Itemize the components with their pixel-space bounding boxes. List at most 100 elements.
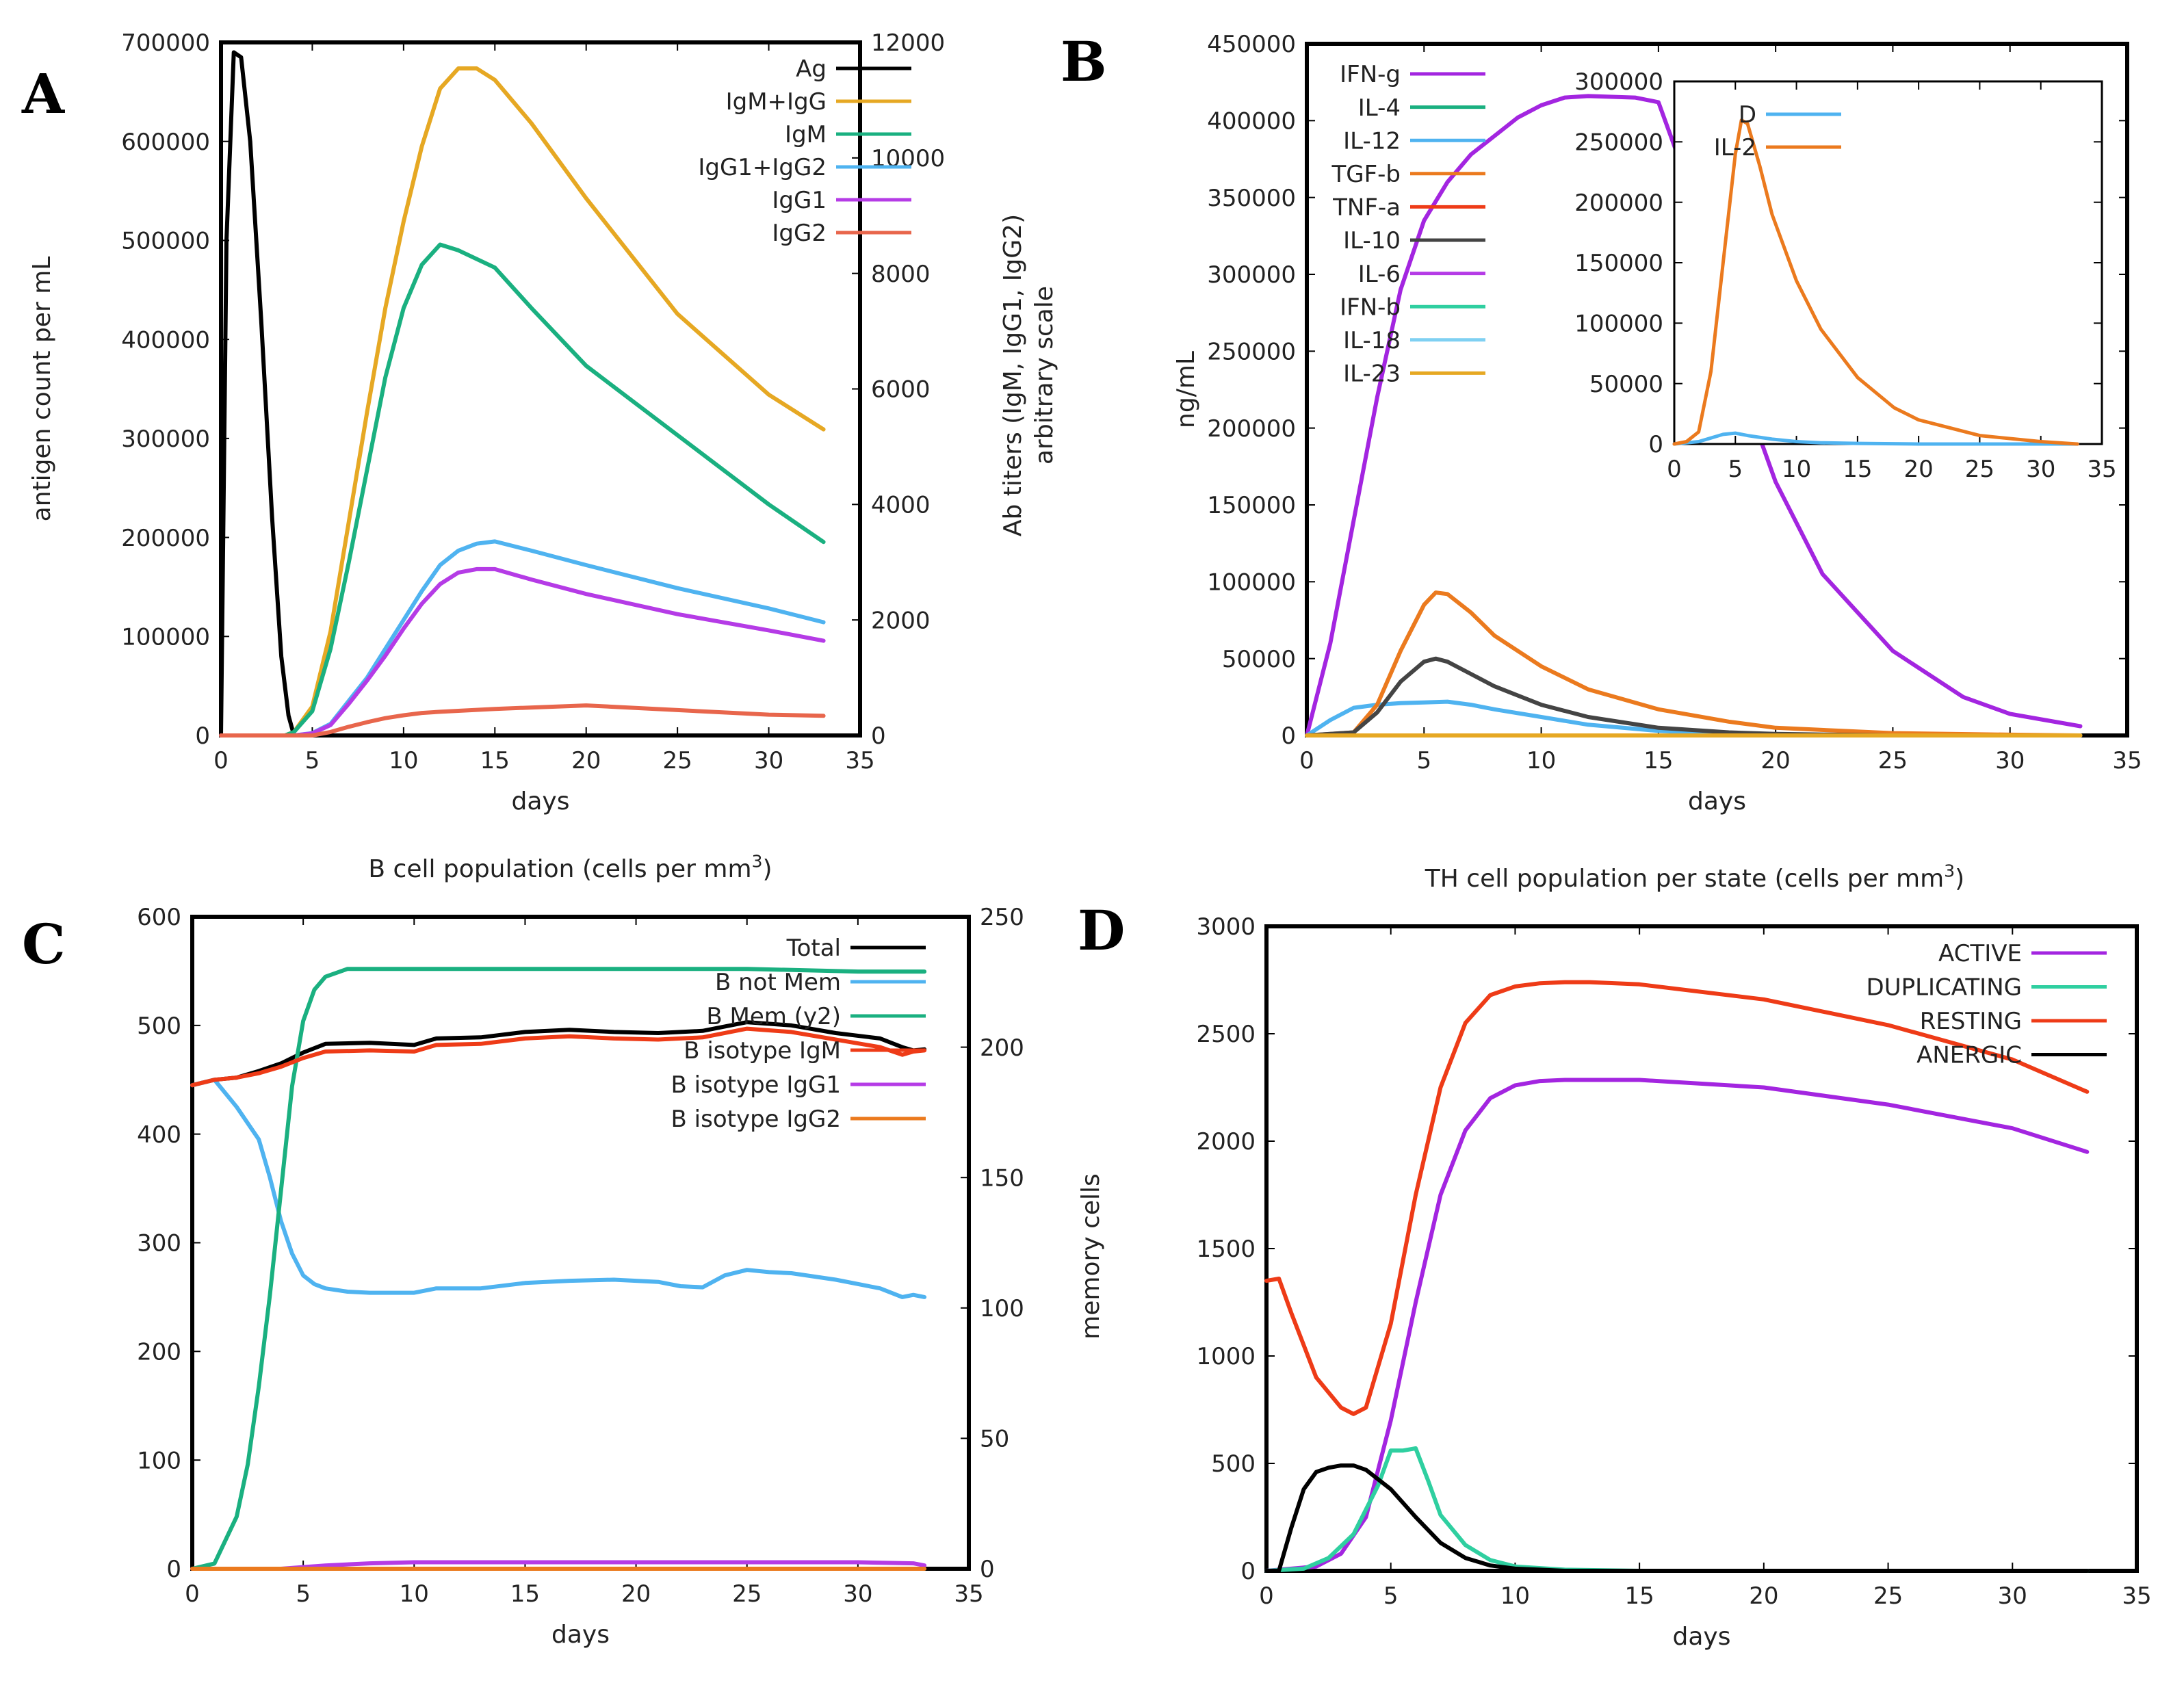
- y-tick-label: 200000: [1574, 190, 1663, 217]
- y-tick-label: 2000: [1196, 1128, 1256, 1156]
- x-tick-label: 0: [1299, 747, 1314, 774]
- x-tick-label: 25: [732, 1580, 762, 1608]
- series-line-igg2: [219, 703, 826, 738]
- x-tick-label: 15: [1625, 1582, 1654, 1610]
- x-tick-label: 30: [2026, 456, 2055, 483]
- x-tick-label: 25: [1873, 1582, 1903, 1610]
- series-line-b-mem-y2-: [190, 967, 927, 1571]
- y-tick-label: 350000: [1207, 185, 1296, 212]
- legend-label: IFN-g: [1340, 61, 1401, 88]
- chart-a: 0 5 10 15 20 25 30 3501000002000003000004000005…: [28, 29, 1058, 816]
- x-tick-label: 25: [1878, 747, 1908, 774]
- x-tick-label: 20: [1761, 747, 1791, 774]
- y-tick-label: 700000: [121, 29, 210, 57]
- x-tick-label: 20: [1749, 1582, 1778, 1610]
- x-tick-label: 35: [2087, 456, 2116, 483]
- x-tick-label: 30: [1995, 747, 2025, 774]
- y2-axis-label: Ab titers (IgM, IgG1, IgG2): [999, 214, 1027, 536]
- y-tick-label: 0: [1648, 431, 1663, 458]
- series-line-anergic: [1264, 1463, 2090, 1573]
- chart-title-sup: 3: [1944, 861, 1955, 881]
- legend-label: DUPLICATING: [1867, 974, 2022, 1002]
- y-tick-label: 600: [137, 904, 181, 931]
- x-tick-label: 10: [1526, 747, 1556, 774]
- legend-label: B Mem (y2): [706, 1003, 841, 1030]
- x-axis-label: days: [1688, 787, 1746, 816]
- x-tick-label: 15: [1843, 456, 1872, 483]
- legend-label: IgG1: [772, 187, 827, 214]
- plot-frame: [219, 40, 862, 738]
- y2-tick-label: 0: [980, 1556, 995, 1583]
- y-tick-label: 0: [166, 1556, 181, 1583]
- legend-label: IgG1+IgG2: [698, 154, 827, 181]
- x-axis-label: days: [551, 1621, 610, 1649]
- series-line-il-2: [1672, 118, 2079, 446]
- x-tick-label: 15: [480, 747, 510, 774]
- series-line-ifn-g: [1305, 94, 2083, 738]
- chart-b: 0 5 10 15 20 25 30 35 0 50000 100000 150000 200000 25…: [1172, 31, 2142, 816]
- y-tick-label: 100000: [1574, 311, 1663, 338]
- x-tick-label: 5: [1416, 747, 1431, 774]
- x-axis-label: days: [1673, 1623, 1731, 1651]
- y2-tick-label: 50: [980, 1426, 1009, 1453]
- y-tick-label: 1500: [1196, 1236, 1256, 1263]
- y2-tick-label: 4000: [871, 492, 931, 519]
- legend-label: B not Mem: [715, 969, 841, 996]
- y2-tick-label: 8000: [871, 261, 931, 288]
- y-tick-label: 250000: [1207, 339, 1296, 366]
- legend-label: TGF-b: [1331, 161, 1401, 188]
- series-line-igg1: [219, 566, 826, 738]
- legend-label: IL-2: [1714, 134, 1756, 161]
- x-tick-label: 35: [2122, 1582, 2151, 1610]
- x-tick-label: 30: [754, 747, 783, 774]
- legend-label: B isotype IgM: [684, 1037, 841, 1065]
- chart-title-end: ): [1955, 865, 1964, 893]
- y-tick-label: 250000: [1574, 129, 1663, 157]
- x-tick-label: 5: [305, 747, 320, 774]
- y-tick-label: 500: [137, 1013, 181, 1040]
- y-tick-label: 300000: [1574, 68, 1663, 96]
- legend-label: IgM+IgG: [726, 88, 827, 116]
- legend-label: RESTING: [1920, 1008, 2022, 1035]
- x-tick-label: 10: [389, 747, 418, 774]
- x-tick-label: 30: [843, 1580, 872, 1608]
- y2-tick-label: 2000: [871, 607, 931, 634]
- series-line-tgf-b: [1305, 590, 2083, 738]
- plot-frame: [1264, 924, 2139, 1573]
- inset-chart: 0 5 10 15 20 25 30 35 0 50000 100000 150000 200000 25…: [1574, 68, 2116, 483]
- x-tick-label: 20: [571, 747, 601, 774]
- panel-letter-a: A: [21, 62, 65, 126]
- y-tick-label: 450000: [1207, 31, 1296, 58]
- x-tick-label: 20: [621, 1580, 651, 1608]
- y-tick-label: 150000: [1574, 250, 1663, 277]
- panel-letter-c: C: [22, 912, 66, 976]
- y-tick-label: 500: [1211, 1450, 1256, 1478]
- y-tick-label: 200000: [121, 525, 210, 552]
- y-tick-label: 300000: [1207, 261, 1296, 289]
- x-tick-label: 0: [1667, 456, 1682, 483]
- y-tick-label: 150000: [1207, 492, 1296, 519]
- y2-axis-label: memory cells: [1077, 1173, 1105, 1340]
- y-tick-label: 400: [137, 1121, 181, 1149]
- x-tick-label: 35: [845, 747, 874, 774]
- y-tick-label: 600000: [121, 129, 210, 156]
- legend-label: TNF-a: [1332, 194, 1401, 222]
- legend-label: B isotype IgG2: [671, 1106, 841, 1133]
- legend-label: ACTIVE: [1938, 940, 2022, 967]
- legend-label: Total: [786, 935, 841, 962]
- series-line-resting: [1264, 980, 2090, 1416]
- x-tick-label: 0: [1259, 1582, 1274, 1610]
- series-line-igm: [219, 242, 826, 738]
- x-tick-label: 35: [954, 1580, 983, 1608]
- series-line-il-10: [1305, 656, 2083, 738]
- x-tick-label: 5: [1383, 1582, 1399, 1610]
- x-tick-label: 5: [296, 1580, 311, 1608]
- legend-label: IgM: [785, 121, 827, 148]
- x-tick-label: 10: [400, 1580, 429, 1608]
- legend-label: IgG2: [772, 220, 827, 247]
- y2-tick-label: 100: [980, 1295, 1024, 1322]
- x-tick-label: 0: [185, 1580, 200, 1608]
- chart-title-main: TH cell population per state (cells per …: [1425, 865, 1944, 893]
- y-tick-label: 200: [137, 1339, 181, 1366]
